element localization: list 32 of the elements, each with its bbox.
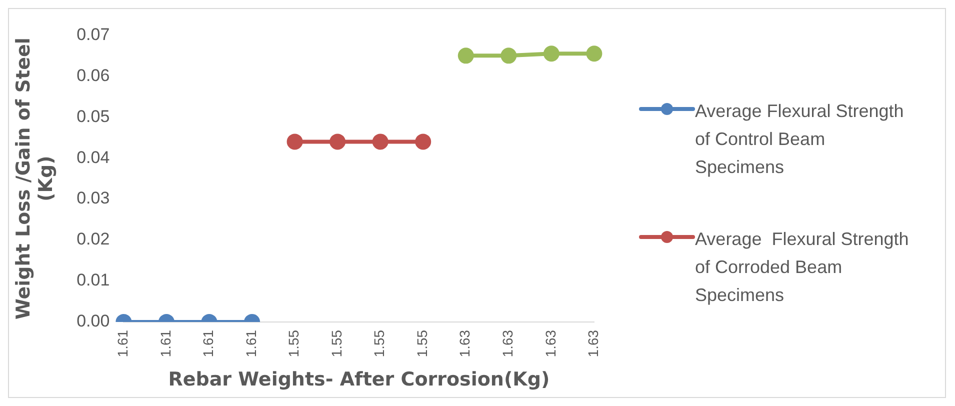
x-tick-label: 1.63 [500, 329, 516, 357]
x-tick-label: 1.61 [114, 329, 131, 357]
point [500, 47, 517, 64]
point [286, 133, 303, 150]
point [458, 47, 474, 64]
x-tick-label: 1.55 [414, 329, 430, 357]
y-tick-label: 0.05 [76, 106, 110, 126]
y-tick-label: 0.07 [76, 24, 110, 44]
point [330, 133, 346, 150]
legend-label: Average Flexural Strength of Control Beam Specimens [695, 100, 905, 179]
x-tick-label: 1.55 [371, 329, 388, 357]
y-tick-label: 0.02 [76, 229, 110, 248]
point [415, 133, 432, 150]
y-tick-label: 0.04 [76, 147, 110, 166]
y-tick-label: 0.06 [76, 65, 110, 84]
point [586, 45, 602, 62]
x-tick-label: 1.63 [585, 329, 602, 357]
x-tick-label: 1.61 [200, 329, 216, 357]
x-tick-label: 1.55 [286, 329, 302, 357]
x-tick-label: 1.61 [157, 329, 174, 357]
x-tick-label: 1.55 [328, 329, 344, 357]
point [543, 45, 560, 62]
y-tick-label: 0.03 [76, 188, 110, 208]
point [372, 133, 388, 150]
x-tick-label: 1.63 [542, 329, 558, 357]
y-axis-title: Weight Loss /Gain of Steel (Kg) [12, 37, 58, 320]
y-tick-label: 0.01 [76, 270, 110, 290]
legend-label: Average Flexural Strength of Corroded Beam Specimens [695, 228, 909, 307]
x-tick-label: 1.63 [456, 329, 473, 357]
x-axis-title: Rebar Weights- After Corrosion(Kg) [168, 368, 550, 390]
y-tick-label: 0.00 [76, 311, 110, 330]
x-tick-label: 1.61 [242, 329, 259, 357]
